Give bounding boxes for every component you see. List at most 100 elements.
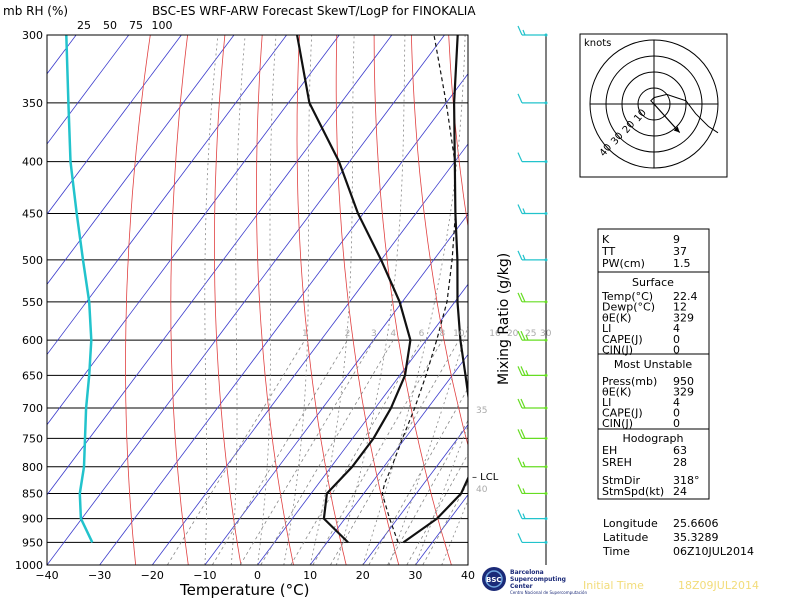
index-unstable-label-1: θE(K) — [602, 386, 631, 399]
mixing-ratio-line — [260, 339, 394, 565]
logo-line2: Supercomputing — [510, 576, 566, 583]
temperature-tick-6: 20 — [356, 569, 370, 582]
wind-barb-400 — [517, 152, 548, 164]
pressure-tick-labels: 300 350 400 450 500 550 600 650 700 750 800 850 900 9… — [15, 29, 43, 572]
mixing-ratio-value-2: 2 — [345, 329, 351, 339]
dry-adiabat — [125, 35, 151, 565]
plot-frame — [46, 34, 469, 566]
temperature-tick-7: 30 — [408, 569, 422, 582]
location-label-0: Longitude — [603, 517, 658, 530]
x-axis-label: Temperature (°C) — [179, 581, 309, 599]
mixing-ratio-line — [239, 339, 375, 565]
pressure-tick-900: 900 — [22, 513, 43, 526]
temperature-tick-0: −40 — [35, 569, 58, 582]
rh-tick-100: 100 — [152, 19, 173, 32]
isotherm-line — [47, 35, 393, 496]
mixing-ratio-labels: 1234681016202530 — [302, 329, 552, 339]
isotherm-line — [0, 35, 24, 565]
isotherm-line — [47, 35, 182, 215]
temperature-tick-3: −10 — [193, 569, 216, 582]
wind-barbs — [517, 25, 548, 544]
temperature-tick-1: −30 — [88, 569, 111, 582]
location-value-0: 25.6606 — [673, 517, 719, 530]
isotherm-line — [204, 213, 468, 565]
mixing-ratio-line — [406, 453, 468, 565]
isotherm-line — [309, 353, 468, 565]
mixing-ratio-value-10: 10 — [453, 329, 465, 339]
pressure-tick-400: 400 — [22, 156, 43, 169]
mixing-ratio-value-1: 1 — [302, 329, 308, 339]
plot-grid — [0, 35, 800, 565]
hodograph-title: Hodograph — [623, 432, 684, 445]
wind-barb-850 — [517, 484, 548, 495]
dry-adiabat — [747, 35, 800, 565]
index-unstable-value-4: 0 — [673, 417, 680, 430]
index-surface-value-0: 22.4 — [673, 290, 698, 303]
indices-box-top — [597, 228, 710, 273]
dry-adiabat — [296, 35, 347, 565]
index-top-value-1: 37 — [673, 245, 687, 258]
index-hodo-label-2: StmDir — [602, 474, 641, 487]
pressure-tick-600: 600 — [22, 334, 43, 347]
dry-adiabat — [214, 35, 242, 565]
index-unstable-value-0: 950 — [673, 375, 694, 388]
isotherm-line — [99, 73, 468, 565]
temperature-tick-2: −20 — [141, 569, 164, 582]
dry-adiabat — [170, 35, 189, 565]
moist-adiabat — [309, 35, 355, 565]
rh-tick-75: 75 — [129, 19, 143, 32]
index-hodo-value-1: 28 — [673, 456, 687, 469]
mixing-ratio-value-6: 6 — [419, 329, 425, 339]
surface-title: Surface — [632, 276, 674, 289]
index-surface-value-2: 329 — [673, 311, 694, 324]
index-top-label-1: TT — [601, 245, 616, 258]
theta-labels: 35 40 — [476, 406, 488, 495]
mixing-ratio-value-8: 8 — [439, 329, 445, 339]
pressure-tick-750: 750 — [22, 432, 43, 445]
mixing-ratio-value-3: 3 — [371, 329, 377, 339]
isotherm-line — [151, 143, 468, 565]
index-surface-label-1: Dewp(°C) — [602, 301, 655, 314]
rh-tick-labels: 25 50 75 100 — [77, 19, 173, 32]
mixing-ratio-line — [368, 387, 468, 565]
hodograph-units: knots — [584, 38, 611, 49]
logo-mark: BSC — [486, 576, 502, 584]
mixing-ratio-line — [290, 339, 422, 565]
index-unstable-value-1: 329 — [673, 386, 694, 399]
index-surface-label-2: θE(K) — [602, 311, 631, 324]
initial-time-label: Initial Time — [583, 579, 644, 592]
index-hodo-value-3: 24 — [673, 485, 687, 498]
moist-adiabat — [230, 35, 246, 565]
pressure-tick-450: 450 — [22, 207, 43, 220]
location-label-2: Time — [602, 545, 630, 558]
dry-adiabat — [785, 35, 800, 565]
wind-barb-800 — [517, 457, 548, 469]
rh-tick-50: 50 — [103, 19, 117, 32]
index-surface-label-3: LI — [602, 322, 611, 335]
location-value-2: 06Z10JUL2014 — [673, 545, 754, 558]
pressure-tick-800: 800 — [22, 461, 43, 474]
wind-barb-600 — [517, 330, 548, 342]
lcl-label: – LCL — [472, 472, 499, 483]
logo-line3: Center — [510, 583, 533, 590]
isotherm-line — [47, 35, 235, 285]
rh-tick-25: 25 — [77, 19, 91, 32]
logo-line1: Barcelona — [510, 569, 544, 576]
index-unstable-label-2: LI — [602, 396, 611, 409]
hodograph-trace — [650, 93, 719, 134]
bsc-logo: BSC Barcelona Supercomputing Center Cent… — [479, 565, 588, 595]
wind-barb-650 — [517, 366, 548, 377]
wind-barb-950 — [517, 533, 548, 544]
initial-time-value: 18Z09JUL2014 — [678, 579, 759, 592]
dry-adiabat — [256, 35, 294, 565]
theta-label-40: 40 — [476, 485, 488, 495]
mixing-ratio-value-16: 16 — [489, 329, 501, 339]
mixing-ratio-value-4: 4 — [390, 329, 396, 339]
moist-adiabat — [204, 35, 219, 565]
wind-barb-900 — [517, 509, 548, 521]
wind-barb-300 — [517, 25, 548, 37]
indices-box-hodograph — [597, 428, 710, 500]
mixing-ratio-line — [422, 481, 468, 565]
